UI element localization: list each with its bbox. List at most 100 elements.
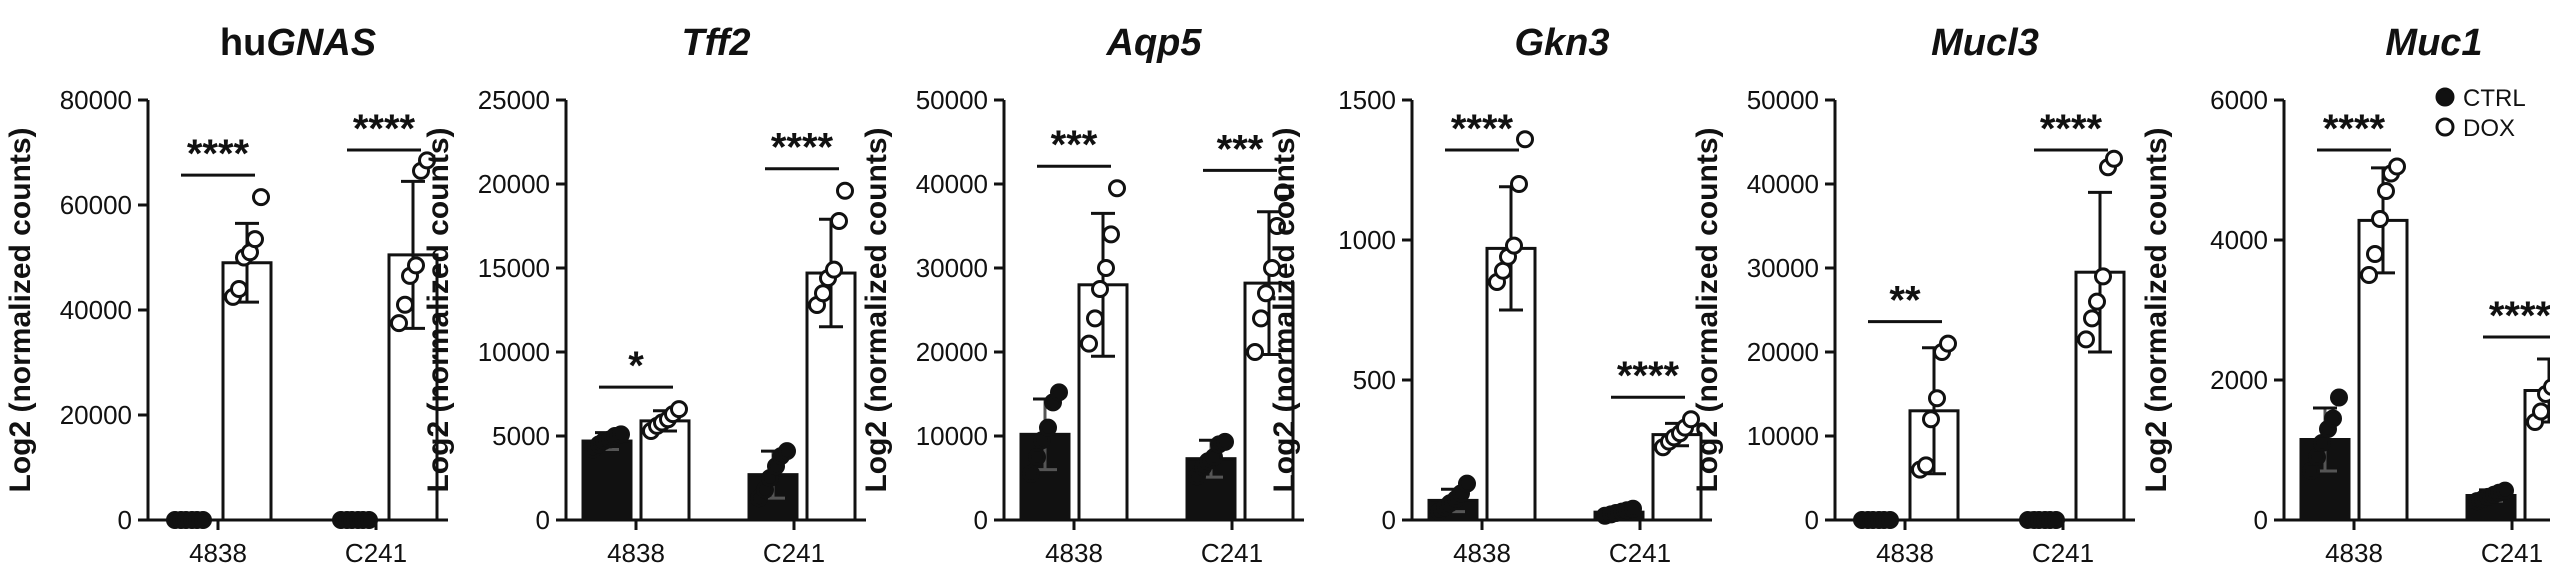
point-dox [1917,456,1935,475]
significance-label: **** [2323,107,2386,151]
point-dox [1263,259,1281,277]
y-tick-label: 1500 [1338,85,1396,115]
point-ctrl [1039,418,1057,437]
x-tick-label: 4838 [1876,538,1934,568]
y-tick-label: 4000 [2210,225,2268,255]
y-tick-label: 15000 [478,253,550,283]
x-tick-label: C241 [1201,538,1263,568]
point-dox [1505,236,1523,255]
point-dox [1682,410,1700,429]
point-dox [2371,210,2389,228]
point-ctrl [2324,409,2342,428]
panel-title-gene: Mucl3 [1931,22,2039,64]
point-dox [1268,217,1286,235]
point-ctrl [1050,383,1068,402]
point-ctrl [1028,448,1046,466]
point-dox [1257,284,1275,303]
panel-title-gene: Muc1 [2385,22,2482,64]
y-tick-label: 30000 [916,253,988,283]
significance-label: * [628,344,644,388]
significance-label: **** [353,107,416,151]
point-dox [836,181,854,200]
panel-title-gene: GNAS [266,22,376,64]
point-dox [1102,225,1120,244]
panel-tff2: Tff2 Log2 (normalized counts) 0 5000 10000 15… [422,22,866,568]
y-tick-label: 60000 [60,190,132,220]
y-tick-label: 0 [974,505,988,535]
legend: CTRL DOX [2435,85,2526,142]
y-axis-label: Log2 (normalized counts) [1268,127,1301,492]
point-dox [2388,157,2406,176]
point-dox [1922,410,1940,429]
point-dox [1928,389,1946,408]
point-dox [1246,343,1264,361]
y-tick-label: 0 [2254,505,2268,535]
panel-title-gene: Tff2 [682,22,751,64]
point-ctrl [1022,464,1040,483]
point-dox [1091,280,1109,298]
significance-label: **** [2489,294,2550,338]
panel-title: Aqp5 [1106,22,1203,64]
point-dox [2366,245,2384,263]
x-tick-label: 4838 [1045,538,1103,568]
significance-label: **** [771,126,834,170]
y-tick-label: 5000 [492,421,550,451]
y-tick-label: 0 [1382,505,1396,535]
y-tick-label: 10000 [478,337,550,367]
legend-marker-ctrl [2435,87,2455,107]
significance-label: ** [1889,279,1921,323]
y-tick-label: 10000 [1747,421,1819,451]
point-ctrl [2330,388,2348,407]
legend-marker-dox [2435,117,2455,137]
y-tick-label: 50000 [1747,85,1819,115]
panel-mucl3: Mucl3 Log2 (normalized counts) 0 10000 20000… [1691,22,2135,568]
y-tick-label: 20000 [1747,337,1819,367]
y-axis-label: Log2 (normalized counts) [2140,127,2173,492]
y-axis-label: Log2 (normalized counts) [860,127,893,492]
panel-title-gene: Gkn3 [1514,22,1609,64]
point-dox [1252,309,1270,328]
panel-title: huGNAS [220,22,376,64]
y-tick-label: 50000 [916,85,988,115]
y-tick-label: 25000 [478,85,550,115]
point-ctrl [1881,511,1899,529]
x-tick-label: 4838 [189,538,247,568]
point-dox [2105,149,2123,168]
point-dox [2094,267,2112,286]
x-tick-label: 4838 [2325,538,2383,568]
x-tick-label: C241 [2032,538,2094,568]
point-dox [1080,334,1098,353]
panel-title: Muc1 [2385,22,2482,64]
point-dox [418,151,436,170]
point-dox [230,280,248,298]
point-dox [1108,179,1126,198]
point-ctrl [1624,499,1642,518]
point-dox [1939,334,1957,353]
panel-gnas: huGNAS Log2 (normalized counts) 0 20000 4000… [4,22,448,568]
point-dox [830,211,848,230]
y-tick-label: 6000 [2210,85,2268,115]
y-tick-label: 40000 [916,169,988,199]
y-tick-label: 40000 [1747,169,1819,199]
panel-title: Gkn3 [1514,22,1609,64]
y-axis-label: Log2 (normalized counts) [1691,127,1724,492]
point-dox [390,314,408,333]
y-tick-label: 80000 [60,85,132,115]
y-tick-label: 20000 [478,169,550,199]
x-tick-label: C241 [2481,538,2543,568]
point-dox [1510,175,1528,193]
point-dox [252,188,270,207]
y-tick-label: 10000 [916,421,988,451]
point-dox [2088,292,2106,311]
point-dox [1274,183,1292,202]
point-ctrl [194,511,212,529]
point-dox [2077,330,2095,349]
legend-label-dox: DOX [2463,115,2515,142]
significance-label: *** [1217,127,1264,171]
y-tick-label: 0 [1805,505,1819,535]
panel-title: Tff2 [682,22,751,64]
y-tick-label: 1000 [1338,225,1396,255]
y-axis-label: Log2 (normalized counts) [422,127,455,492]
point-ctrl [778,442,796,461]
